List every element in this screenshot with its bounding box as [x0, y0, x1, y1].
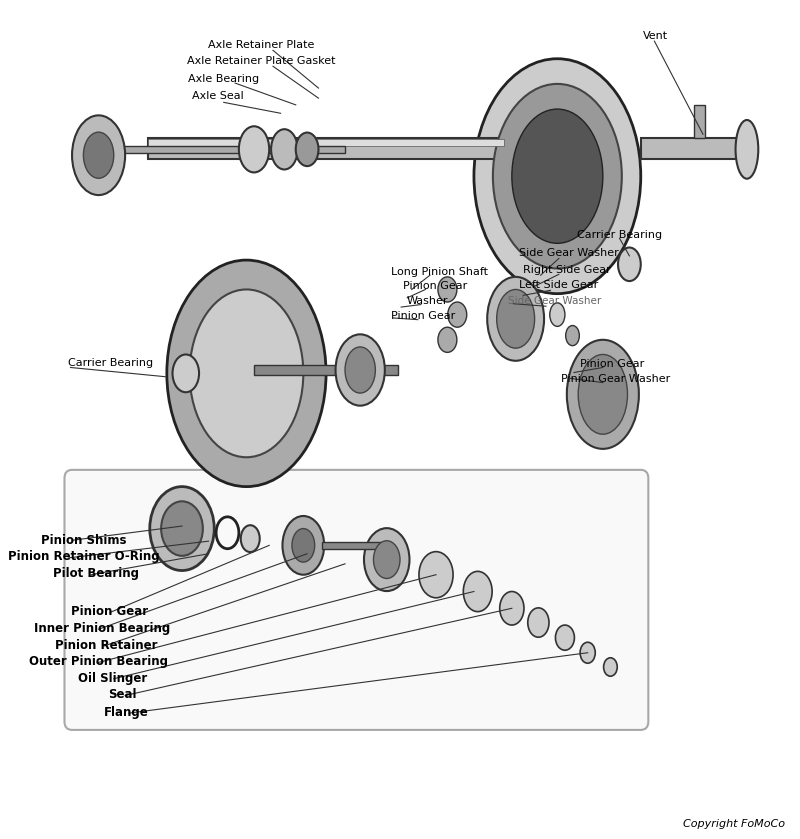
Ellipse shape — [528, 607, 549, 638]
Bar — [148, 138, 504, 159]
Text: Pinion Retainer: Pinion Retainer — [55, 638, 158, 652]
Text: Vent: Vent — [643, 31, 669, 41]
Ellipse shape — [167, 260, 326, 487]
Ellipse shape — [448, 302, 466, 327]
Text: Seal: Seal — [109, 688, 137, 701]
Bar — [148, 139, 504, 146]
Ellipse shape — [550, 303, 565, 326]
Ellipse shape — [474, 59, 641, 294]
Text: Pinion Shims: Pinion Shims — [41, 534, 126, 547]
Ellipse shape — [271, 129, 298, 169]
Text: Oil Slinger: Oil Slinger — [78, 672, 147, 685]
Text: Carrier Bearing: Carrier Bearing — [68, 358, 154, 368]
Ellipse shape — [438, 327, 457, 352]
Bar — [254, 365, 398, 375]
Ellipse shape — [83, 133, 114, 179]
Text: Copyright FoMoCo: Copyright FoMoCo — [683, 819, 785, 829]
Text: Washer: Washer — [407, 296, 449, 306]
Ellipse shape — [555, 625, 574, 650]
Ellipse shape — [72, 116, 125, 195]
Ellipse shape — [173, 354, 199, 393]
Ellipse shape — [438, 277, 457, 302]
Ellipse shape — [487, 277, 544, 361]
FancyBboxPatch shape — [65, 470, 648, 730]
Ellipse shape — [493, 84, 622, 268]
Ellipse shape — [578, 354, 627, 435]
Text: Outer Pinion Bearing: Outer Pinion Bearing — [29, 655, 168, 669]
Ellipse shape — [364, 529, 410, 591]
Text: Pilot Bearing: Pilot Bearing — [54, 566, 139, 580]
Ellipse shape — [296, 133, 318, 166]
Ellipse shape — [604, 658, 618, 676]
Ellipse shape — [239, 126, 269, 173]
Text: Pinion Gear: Pinion Gear — [403, 281, 467, 291]
Ellipse shape — [345, 347, 375, 393]
Ellipse shape — [566, 326, 579, 346]
Text: Axle Retainer Plate: Axle Retainer Plate — [209, 40, 315, 50]
Ellipse shape — [512, 109, 603, 243]
Text: Inner Pinion Bearing: Inner Pinion Bearing — [34, 622, 170, 635]
Text: Pinion Gear: Pinion Gear — [71, 605, 149, 618]
Ellipse shape — [161, 502, 203, 555]
Ellipse shape — [190, 289, 303, 457]
Ellipse shape — [463, 571, 492, 612]
Text: Axle Seal: Axle Seal — [192, 91, 243, 102]
Ellipse shape — [374, 541, 400, 579]
Ellipse shape — [735, 120, 758, 179]
Text: Pinion Retainer O-Ring: Pinion Retainer O-Ring — [8, 550, 159, 563]
Ellipse shape — [150, 487, 214, 571]
Text: Side Gear Washer: Side Gear Washer — [509, 296, 602, 306]
Text: Right Side Gear: Right Side Gear — [523, 265, 611, 275]
Ellipse shape — [292, 529, 314, 562]
Ellipse shape — [580, 643, 595, 663]
Ellipse shape — [282, 516, 324, 575]
Text: Side Gear Washer: Side Gear Washer — [519, 248, 618, 258]
Text: Axle Retainer Plate Gasket: Axle Retainer Plate Gasket — [187, 56, 336, 66]
Ellipse shape — [500, 591, 524, 625]
Text: Long Pinion Shaft: Long Pinion Shaft — [390, 267, 487, 277]
Text: Pinion Gear: Pinion Gear — [580, 359, 644, 369]
Ellipse shape — [335, 334, 385, 406]
Text: Flange: Flange — [104, 706, 149, 719]
Bar — [694, 105, 706, 138]
Bar — [118, 146, 345, 153]
Ellipse shape — [497, 289, 534, 348]
Ellipse shape — [241, 525, 260, 552]
Text: Pinion Gear Washer: Pinion Gear Washer — [561, 374, 670, 384]
Ellipse shape — [567, 340, 639, 449]
Text: Axle Bearing: Axle Bearing — [188, 74, 259, 84]
Bar — [322, 542, 390, 549]
Ellipse shape — [618, 248, 641, 281]
Ellipse shape — [419, 552, 453, 597]
Text: Carrier Bearing: Carrier Bearing — [577, 230, 662, 240]
Text: Pinion Gear: Pinion Gear — [391, 311, 455, 321]
Bar — [641, 138, 739, 159]
Text: Left Side Gear: Left Side Gear — [519, 280, 598, 290]
